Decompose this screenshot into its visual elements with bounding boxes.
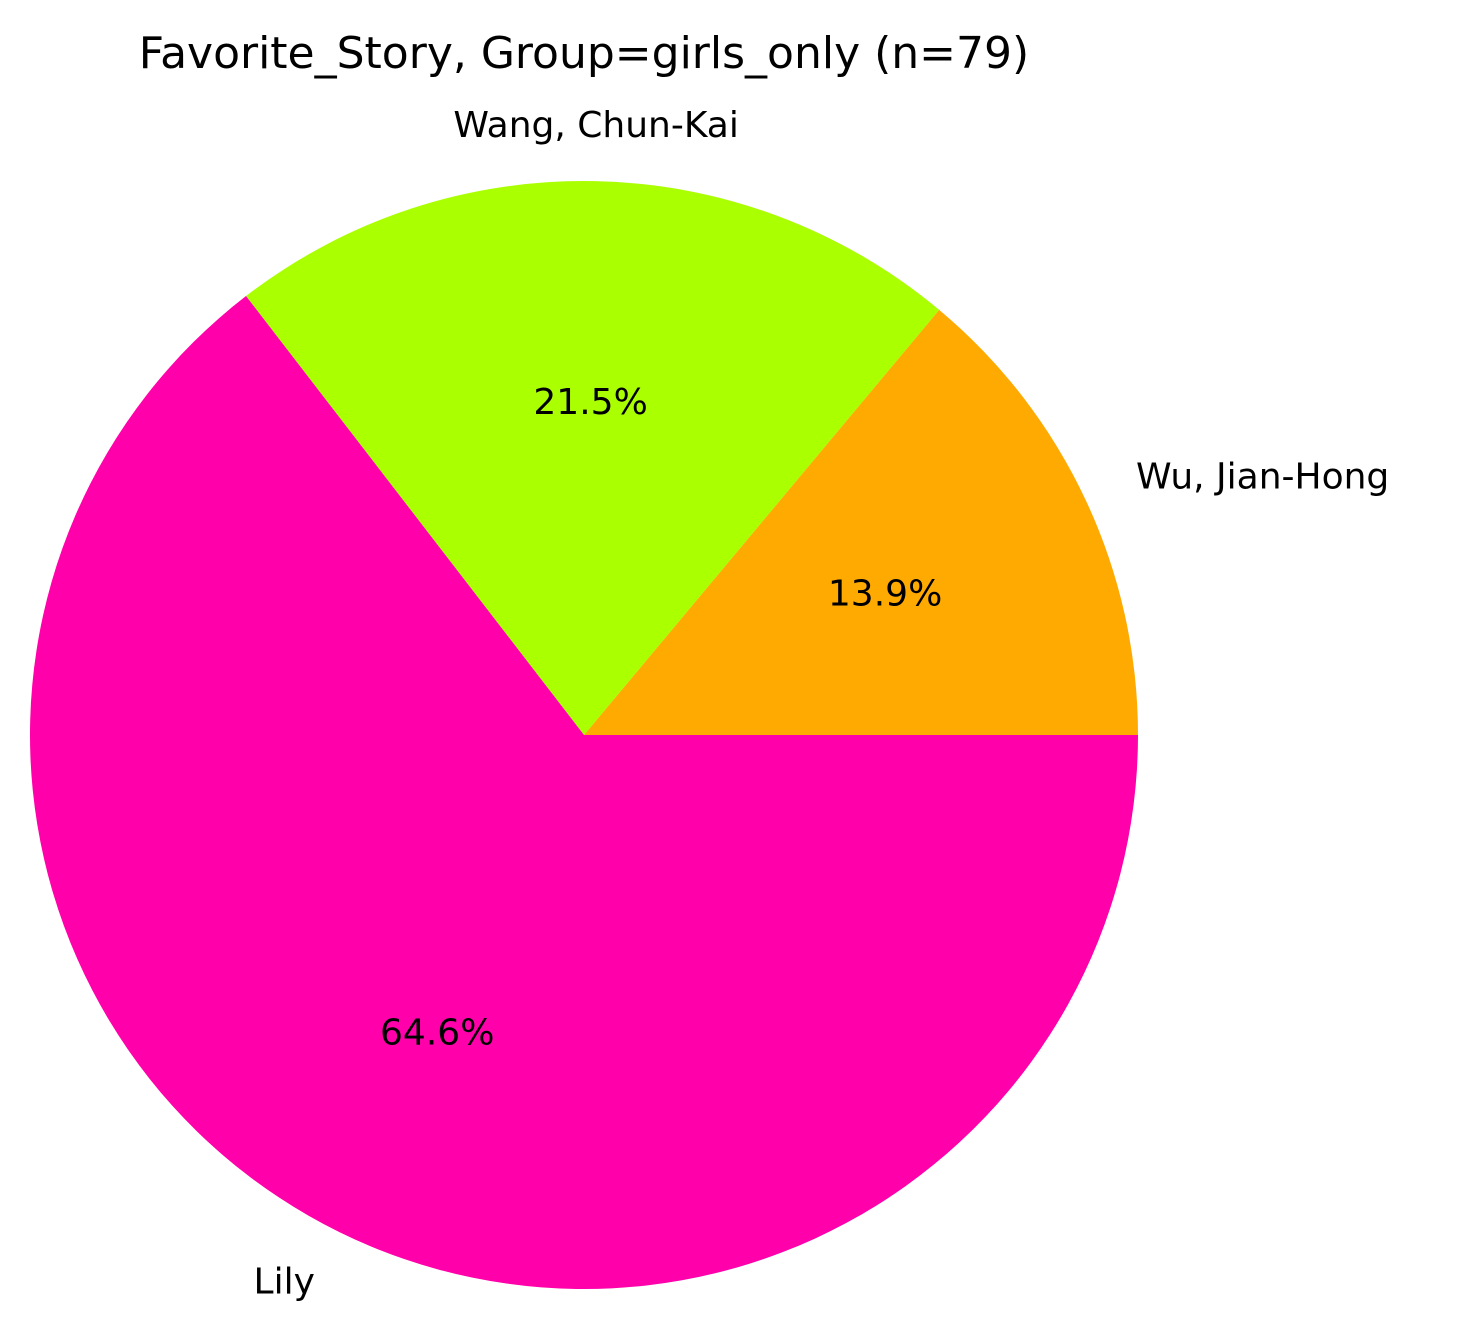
chart-title: Favorite_Story, Group=girls_only (n=79) xyxy=(139,28,1029,79)
pie-labels: Wu, Jian-Hong 13.9% Wang, Chun-Kai 21.5% Lil… xyxy=(254,105,1390,1302)
slice-percent-lily: 64.6% xyxy=(380,1013,494,1054)
slice-percent-wang-chun-kai: 21.5% xyxy=(533,382,647,423)
slice-label-lily: Lily xyxy=(254,1261,315,1302)
slice-label-wang-chun-kai: Wang, Chun-Kai xyxy=(453,105,739,146)
slice-percent-wu-jian-hong: 13.9% xyxy=(828,574,942,615)
pie-slice-wu-jian-hong xyxy=(584,309,1138,735)
pie-slices xyxy=(29,181,1138,1290)
pie-slice-lily xyxy=(29,296,1138,1290)
slice-label-wu-jian-hong: Wu, Jian-Hong xyxy=(1136,456,1389,497)
pie-slice-wang-chun-kai xyxy=(246,181,940,736)
